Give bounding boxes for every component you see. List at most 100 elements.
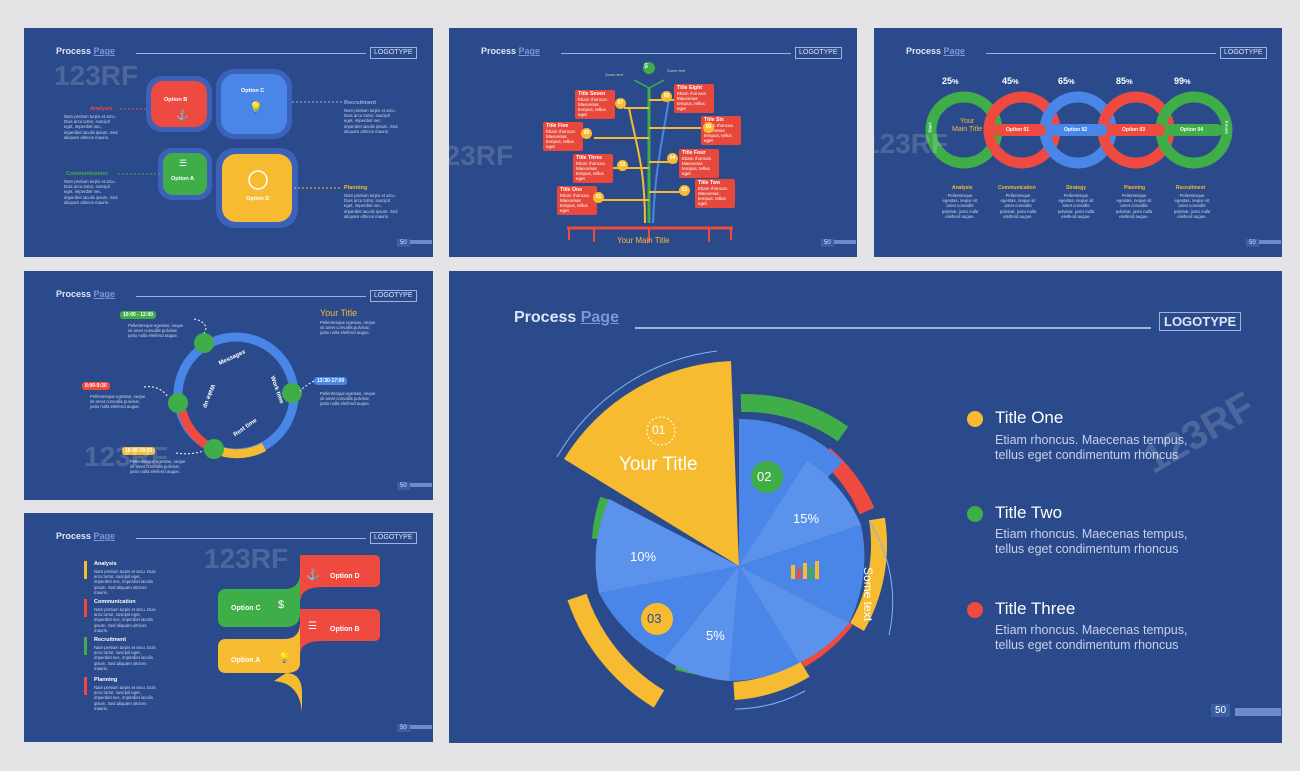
node-08: 08 — [661, 91, 672, 102]
title-one-box: Title One Etiam rhoncus. Maecenas tempus,… — [557, 186, 597, 215]
planning-text: Nam pretium turpis et arcu. Duis arcu to… — [94, 685, 156, 711]
page-number: 50 — [397, 482, 410, 490]
slide-5[interactable]: Process Page LOGOTYPE Analysis Nam preti… — [24, 513, 433, 742]
title-seven-box: Title Seven Etiam rhoncus. Maecenas tempu… — [575, 90, 615, 119]
watermark: 123RF — [204, 543, 289, 574]
recruitment-label: Recruitment — [1176, 185, 1206, 191]
dollar-icon: $ — [644, 63, 648, 70]
recruitment-text: Nam pretium turpis et arcu. Duis arcu to… — [344, 108, 398, 134]
percent-3: 65% — [1058, 76, 1075, 86]
planning-label: Planning — [1124, 185, 1146, 191]
main-title: Your Main Title — [952, 118, 982, 133]
logotype: LOGOTYPE — [370, 47, 417, 59]
page-number: 50 — [821, 239, 834, 247]
strategy-label: Strategy — [1066, 185, 1087, 191]
communication-label: Communication — [94, 599, 136, 605]
communication-label: Communication — [998, 185, 1036, 191]
analysis-text: Nam pretium turpis et arcu. Duis arcu to… — [64, 114, 118, 140]
circular-schedule-diagram — [143, 318, 315, 459]
slide-3[interactable]: Process Page LOGOTYPE Your Main Title St… — [874, 28, 1282, 257]
communication-text: Nam pretium turpis et arcu. Duis arcu to… — [64, 179, 118, 205]
label-02: 02 — [757, 469, 772, 484]
anchor-icon: ⚓ — [306, 569, 320, 581]
slide-4[interactable]: Process Page LOGOTYPE 10:00 - 12:00 Pell… — [24, 271, 433, 500]
legend-text-two-2: tellus eget condimentum rhoncus — [995, 542, 1179, 556]
slide-title: Process Page — [481, 46, 541, 56]
slide-1[interactable]: Process Page LOGOTYPE Option B Option C … — [24, 28, 433, 257]
segmented-pie-chart — [556, 350, 894, 710]
logotype: LOGOTYPE — [795, 47, 842, 59]
option-b-label: Option B — [164, 97, 188, 103]
recruitment-label: Recruitment — [94, 637, 127, 643]
top-right-label: Some text — [667, 68, 686, 73]
page-number: 50 — [1246, 239, 1259, 247]
legend-title-two: Title Two — [995, 503, 1063, 522]
title-two-box: Title Two Etiam rhoncus. Maecenas tempus,… — [695, 179, 735, 208]
percent-5: 99% — [1174, 76, 1191, 86]
option-04-label: Option 04 — [1180, 127, 1204, 133]
analysis-text: Nam pretium turpis et arcu. Duis arcu to… — [94, 569, 156, 595]
percent-10: 10% — [630, 549, 657, 564]
logotype: LOGOTYPE — [1159, 312, 1242, 331]
node-01: 01 — [593, 192, 604, 203]
coins-icon: ☰ — [308, 621, 317, 632]
planning-label: Planning — [344, 185, 368, 191]
legend-title-three: Title Three — [995, 599, 1076, 618]
recruitment-text: Nam pretium turpis et arcu. Duis arcu to… — [94, 645, 156, 671]
slide-title: Process Page — [906, 46, 966, 56]
option-01-label: Option 01 — [1006, 127, 1030, 133]
anchor-icon: ⚓ — [176, 110, 189, 121]
time-text-2: Pellentesque egestas, neque sit amet con… — [90, 394, 146, 410]
node-07: 07 — [615, 98, 626, 109]
percent-4: 85% — [1116, 76, 1133, 86]
option-c-label: Option C — [241, 88, 265, 94]
percent-1: 25% — [942, 76, 959, 86]
title-four-box: Title Four Etiam rhoncus. Maecenas tempus… — [679, 149, 719, 178]
node-03: 03 — [617, 160, 628, 171]
your-title: Your Title — [619, 454, 698, 475]
title-five-box: Title Five Etiam rhoncus. Maecenas tempus… — [543, 122, 583, 151]
title-eight-box: Title Eight Etiam rhoncus. Maecenas tempu… — [674, 84, 714, 113]
slide-title: Process Page — [514, 309, 619, 326]
finish-label: Finish — [1224, 120, 1230, 135]
legend-text-one-2: tellus eget condimentum rhoncus — [995, 448, 1179, 462]
node-05: 05 — [581, 128, 592, 139]
top-left-label: Some text — [605, 72, 624, 77]
tree-diagram — [567, 62, 733, 242]
time-box-3: 13:30-17:00 — [314, 377, 348, 385]
watermark: 123RF — [449, 140, 514, 171]
option-03-label: Option 03 — [1122, 127, 1146, 133]
communication-label: Communication — [66, 171, 108, 177]
page-number: 50 — [397, 724, 410, 732]
analysis-label: Analysis — [94, 561, 117, 567]
watermark: 123RF — [54, 60, 139, 91]
slide-2[interactable]: Process Page LOGOTYPE $ Some text Some t… — [449, 28, 857, 257]
title-three-box: Title Three Etiam rhoncus. Maecenas tempu… — [573, 154, 613, 183]
logotype: LOGOTYPE — [370, 290, 417, 302]
legend-text-two-1: Etiam rhoncus. Maecenas tempus, — [995, 527, 1188, 541]
option-02-label: Option 02 — [1064, 127, 1088, 133]
slide-6-main[interactable]: Process Page LOGOTYPE 01 Your — [449, 271, 1282, 743]
analysis-label: Analysis — [90, 106, 113, 112]
watermark: 123RF — [874, 128, 949, 159]
some-text-label: Some text — [861, 567, 875, 622]
legend-text-three-2: tellus eget condimentum rhoncus — [995, 638, 1179, 652]
options-quadrant-diagram — [118, 69, 342, 228]
analysis-label: Analysis — [952, 185, 973, 191]
analysis-text: Pellentesque egestas, neque sit amet con… — [941, 193, 979, 219]
option-b-label: Option B — [330, 626, 360, 633]
percent-15: 15% — [793, 511, 820, 526]
planning-text: Nam pretium turpis et arcu. Duis arcu to… — [344, 193, 398, 219]
main-title: Your Main Title — [617, 236, 670, 245]
label-01: 01 — [652, 423, 666, 437]
coins-icon: ☰ — [179, 158, 188, 168]
option-a-label: Option A — [231, 657, 261, 664]
lightbulb-icon: 💡 — [249, 102, 263, 114]
time-text-3: Pellentesque egestas, neque sit amet con… — [320, 391, 376, 407]
percent-5: 5% — [706, 628, 725, 643]
time-text-4: Pellentesque egestas, neque sit amet con… — [130, 459, 186, 475]
node-02: 02 — [679, 185, 690, 196]
option-leaves-diagram — [84, 555, 380, 713]
linked-rings-diagram — [925, 91, 1233, 169]
legend-text-one-1: Etiam rhoncus. Maecenas tempus, — [995, 433, 1188, 447]
